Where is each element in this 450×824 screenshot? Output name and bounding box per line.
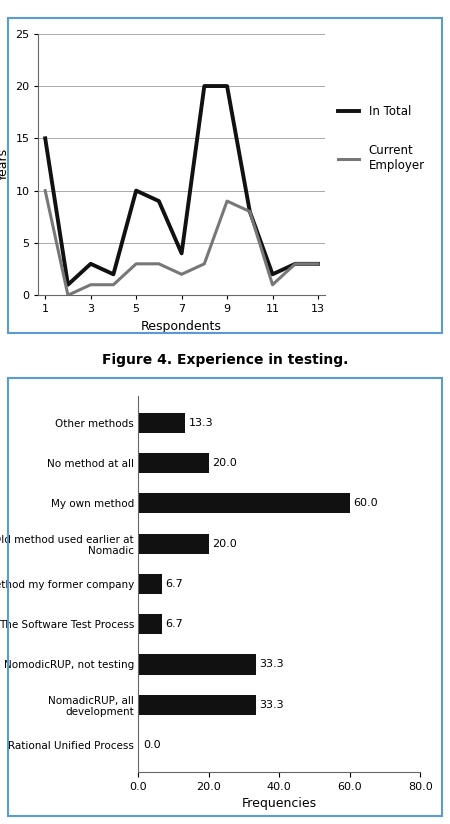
Bar (138, 453, 209, 473)
In Total (292, 259, 298, 269)
Bar (138, 614, 162, 634)
Current
Employer (270, 280, 275, 290)
Bar (138, 494, 350, 513)
In Total (202, 81, 207, 91)
Current
Employer (111, 280, 116, 290)
Current
Employer (225, 196, 230, 206)
Current
Employer (88, 280, 93, 290)
Text: 20.0: 20.0 (212, 539, 237, 549)
In Total (225, 81, 230, 91)
Current
Employer (42, 185, 48, 195)
In Total (270, 269, 275, 279)
Bar (138, 654, 256, 675)
Current
Employer (179, 269, 184, 279)
X-axis label: Respondents: Respondents (141, 320, 222, 333)
Text: 6.7: 6.7 (165, 579, 183, 589)
Text: 20.0: 20.0 (212, 458, 237, 468)
X-axis label: Frequencies: Frequencies (242, 798, 317, 811)
Current
Employer (202, 259, 207, 269)
Legend: In Total, Current
Employer: In Total, Current Employer (333, 101, 430, 176)
In Total (134, 185, 139, 195)
In Total (88, 259, 93, 269)
In Total (156, 196, 162, 206)
Current
Employer (156, 259, 162, 269)
Text: 33.3: 33.3 (259, 659, 284, 669)
Y-axis label: Years: Years (0, 148, 9, 181)
In Total (65, 280, 71, 290)
In Total (247, 207, 252, 217)
Text: 13.3: 13.3 (189, 418, 213, 428)
Current
Employer (292, 259, 298, 269)
Text: 60.0: 60.0 (353, 499, 378, 508)
Current
Employer (134, 259, 139, 269)
Text: Figure 4. Experience in testing.: Figure 4. Experience in testing. (102, 353, 348, 367)
Text: 6.7: 6.7 (165, 619, 183, 630)
In Total (42, 133, 48, 143)
Current
Employer (247, 207, 252, 217)
Bar (138, 413, 185, 433)
Text: 33.3: 33.3 (259, 700, 284, 709)
Current
Employer (65, 290, 71, 300)
Line: Current
Employer: Current Employer (45, 190, 318, 295)
In Total (315, 259, 321, 269)
Bar (138, 695, 256, 714)
Bar (138, 574, 162, 594)
Bar (138, 533, 209, 554)
Current
Employer (315, 259, 321, 269)
Line: In Total: In Total (45, 86, 318, 285)
In Total (179, 248, 184, 258)
In Total (111, 269, 116, 279)
Text: 0.0: 0.0 (144, 740, 161, 750)
